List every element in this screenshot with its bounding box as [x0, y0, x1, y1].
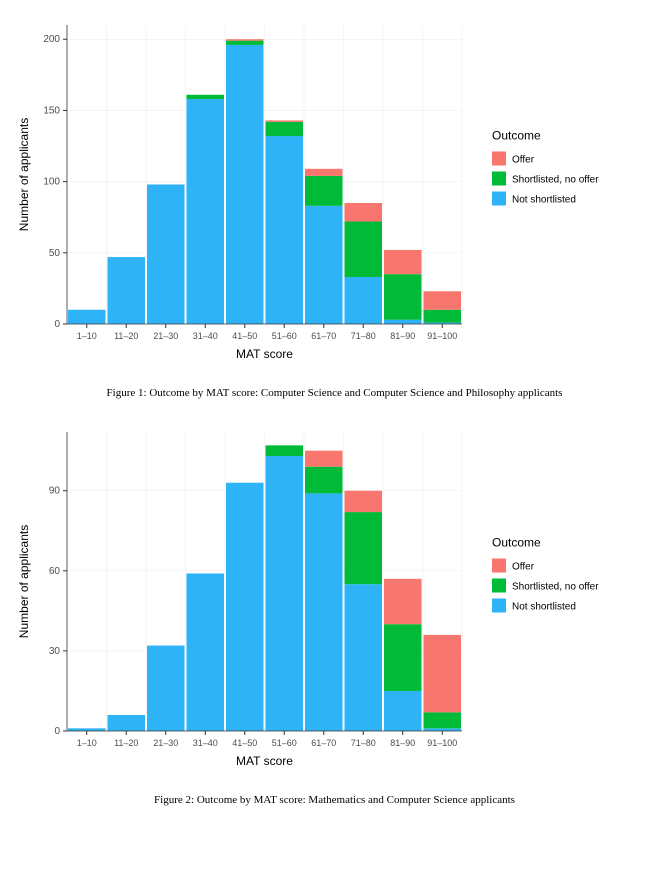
y-tick-label: 200: [43, 34, 60, 45]
bar-segment: [384, 320, 422, 324]
bar-segment: [305, 169, 343, 176]
x-tick-label: 81–90: [390, 331, 415, 341]
bar-segment: [423, 712, 461, 728]
bar-segment: [265, 445, 303, 456]
bar-segment: [384, 691, 422, 731]
bar-segment: [265, 122, 303, 136]
y-axis-title: Number of applicants: [17, 525, 31, 638]
x-tick-label: 81–90: [390, 738, 415, 748]
x-tick-label: 91–100: [427, 738, 457, 748]
bar-segment: [423, 635, 461, 712]
y-tick-label: 0: [54, 319, 60, 330]
bar-segment: [344, 491, 382, 512]
bar-segment: [226, 45, 264, 324]
bar-segment: [226, 483, 264, 731]
legend-swatch: [492, 152, 506, 166]
bar-segment: [147, 184, 185, 324]
bar-segment: [384, 250, 422, 274]
x-axis-title: MAT score: [236, 347, 293, 361]
bar-segment: [186, 573, 224, 731]
legend-swatch: [492, 599, 506, 613]
figure: 0 50 100 150 200 1–10 11–20 21–30 31–40 41–50 51–6…: [12, 12, 657, 399]
bar-segment: [226, 41, 264, 45]
bar-segment: [344, 277, 382, 324]
y-tick-label: 150: [43, 105, 60, 116]
bar-segment: [68, 728, 106, 731]
bar-segment: [107, 257, 145, 324]
bar-segment: [107, 715, 145, 731]
bar-segment: [265, 120, 303, 121]
x-tick-label: 51–60: [272, 331, 297, 341]
bar-segment: [265, 456, 303, 731]
bar-segment: [384, 579, 422, 624]
figure-caption: Figure 2: Outcome by MAT score: Mathemat…: [12, 794, 657, 806]
bar-segment: [384, 274, 422, 320]
y-tick-label: 50: [49, 248, 61, 259]
legend-swatch: [492, 579, 506, 593]
legend-label: Not shortlisted: [512, 602, 576, 613]
x-tick-label: 61–70: [311, 738, 336, 748]
legend-title: Outcome: [492, 129, 541, 143]
chart-svg: 0 30 60 90 1–10 11–20 21–30 31–40 41–50 51–60 61–7…: [12, 424, 657, 779]
figure-caption: Figure 1: Outcome by MAT score: Computer…: [12, 387, 657, 399]
bar-segment: [305, 451, 343, 467]
bar-segment: [147, 646, 185, 731]
x-tick-label: 41–50: [232, 738, 257, 748]
figure: 0 30 60 90 1–10 11–20 21–30 31–40 41–50 51–60 61–7…: [12, 419, 657, 806]
x-tick-label: 91–100: [427, 331, 457, 341]
legend-label: Offer: [512, 562, 535, 573]
y-tick-label: 60: [49, 566, 61, 577]
bar-segment: [423, 728, 461, 731]
y-tick-label: 90: [49, 486, 61, 497]
x-tick-label: 61–70: [311, 331, 336, 341]
bar-segment: [344, 203, 382, 222]
bar-segment: [186, 99, 224, 324]
x-tick-label: 51–60: [272, 738, 297, 748]
bar-segment: [423, 291, 461, 310]
bar-segment: [344, 584, 382, 731]
x-tick-label: 1–10: [77, 738, 97, 748]
bar-segment: [423, 310, 461, 323]
x-tick-label: 31–40: [193, 331, 218, 341]
bar-segment: [305, 493, 343, 731]
x-tick-label: 11–20: [114, 738, 138, 748]
y-axis-title: Number of applicants: [17, 118, 31, 231]
bar-segment: [265, 136, 303, 324]
x-axis-title: MAT score: [236, 754, 293, 768]
y-tick-label: 30: [49, 646, 61, 657]
x-tick-label: 1–10: [77, 331, 97, 341]
legend-label: Shortlisted, no offer: [512, 582, 599, 593]
bar-segment: [384, 624, 422, 691]
bar-segment: [186, 95, 224, 99]
x-tick-label: 41–50: [232, 331, 257, 341]
bar-segment: [305, 176, 343, 206]
chart-svg: 0 50 100 150 200 1–10 11–20 21–30 31–40 41–50 51–6…: [12, 17, 657, 372]
legend-title: Outcome: [492, 536, 541, 550]
x-tick-label: 31–40: [193, 738, 218, 748]
bar-segment: [344, 512, 382, 584]
y-tick-label: 100: [43, 177, 60, 188]
legend-label: Shortlisted, no offer: [512, 175, 599, 186]
x-tick-label: 11–20: [114, 331, 138, 341]
x-tick-label: 71–80: [351, 738, 376, 748]
bar-segment: [305, 467, 343, 494]
x-tick-label: 21–30: [153, 738, 178, 748]
legend-swatch: [492, 172, 506, 186]
legend-swatch: [492, 559, 506, 573]
y-tick-label: 0: [54, 726, 60, 737]
bar-segment: [226, 39, 264, 40]
chart-container: 0 50 100 150 200 1–10 11–20 21–30 31–40 41–50 51–6…: [12, 12, 657, 377]
bar-segment: [68, 310, 106, 324]
legend-label: Offer: [512, 155, 535, 166]
bar-segment: [344, 221, 382, 277]
legend-label: Not shortlisted: [512, 195, 576, 206]
x-tick-label: 21–30: [153, 331, 178, 341]
legend-swatch: [492, 192, 506, 206]
chart-container: 0 30 60 90 1–10 11–20 21–30 31–40 41–50 51–60 61–7…: [12, 419, 657, 784]
x-tick-label: 71–80: [351, 331, 376, 341]
bar-segment: [305, 206, 343, 324]
